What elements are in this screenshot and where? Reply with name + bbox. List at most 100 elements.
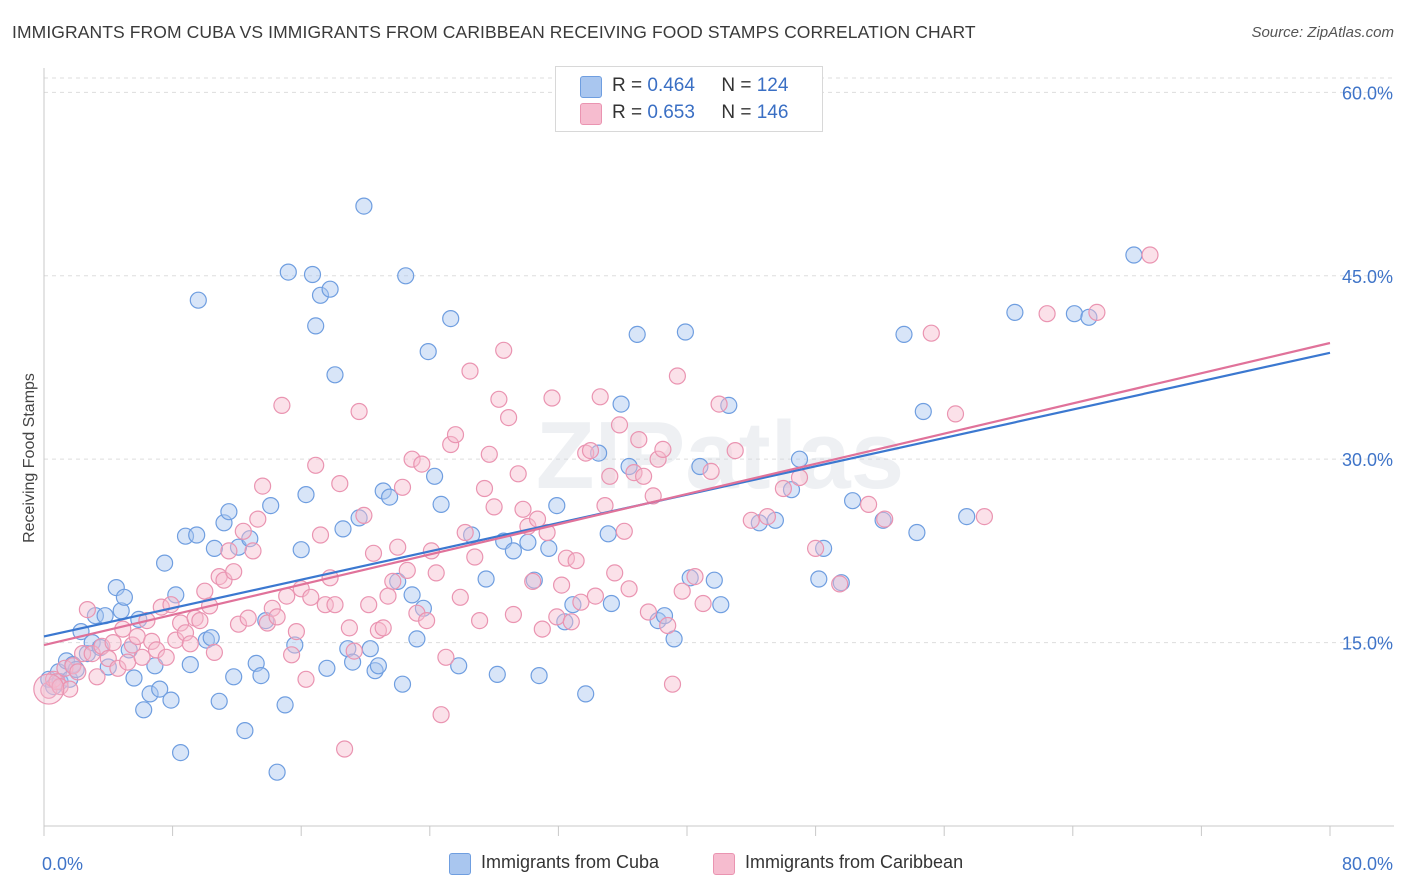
axes	[43, 68, 1394, 836]
caribbean-point	[639, 603, 658, 621]
cuba-point	[334, 520, 352, 538]
caribbean-point	[48, 673, 66, 691]
caribbean-point	[364, 544, 383, 562]
caribbean-point	[726, 442, 744, 460]
caribbean-point	[451, 588, 469, 606]
legend-swatch-cuba	[580, 76, 602, 98]
caribbean-point	[610, 416, 629, 434]
caribbean-point	[504, 605, 523, 624]
y-tick-label: 45.0%	[1342, 267, 1393, 287]
cuba-point	[393, 675, 412, 693]
caribbean-point	[1088, 303, 1106, 321]
chart-title: IMMIGRANTS FROM CUBA VS IMMIGRANTS FROM …	[12, 22, 976, 42]
cuba-point	[344, 653, 362, 671]
caribbean-point	[297, 670, 315, 688]
cuba-point	[151, 680, 169, 698]
cuba-point	[488, 665, 506, 684]
caribbean-point	[355, 506, 373, 525]
caribbean-point	[567, 552, 585, 570]
caribbean-point	[389, 538, 407, 556]
bottom-legend-cuba-label: Immigrants from Cuba	[481, 852, 660, 872]
caribbean-point	[1141, 246, 1159, 264]
cuba-point	[220, 503, 238, 521]
cuba-point	[432, 495, 450, 513]
cuba-point	[197, 631, 215, 649]
cuba-point	[530, 666, 548, 685]
caribbean-point	[606, 564, 624, 582]
cuba-point	[381, 488, 399, 506]
caribbean-point	[686, 567, 704, 586]
caribbean-point	[268, 608, 286, 626]
caribbean-point	[514, 500, 532, 518]
caribbean-point	[311, 526, 330, 544]
caribbean-point	[316, 596, 334, 614]
y-tick-label: 60.0%	[1342, 83, 1393, 103]
caribbean-point	[601, 467, 619, 485]
bottom-legend-caribbean-label: Immigrants from Caribbean	[745, 852, 964, 872]
caribbean-point	[302, 588, 320, 606]
cuba-point	[676, 323, 695, 341]
caribbean-point	[427, 564, 445, 582]
cuba-point	[303, 265, 322, 284]
bottom-swatch-caribbean	[713, 853, 735, 875]
caribbean-point	[557, 549, 576, 567]
cuba-point	[297, 486, 315, 504]
caribbean-point	[524, 572, 542, 591]
caribbean-point	[109, 659, 127, 677]
cuba-point	[691, 457, 709, 476]
caribbean-point	[128, 627, 146, 646]
cuba-point	[599, 525, 617, 543]
caribbean-point	[88, 668, 106, 686]
caribbean-point	[668, 367, 687, 385]
caribbean-point	[331, 475, 349, 493]
caribbean-point	[471, 611, 489, 630]
caribbean-point	[480, 445, 498, 463]
source-label: Source: ZipAtlas.com	[1251, 24, 1394, 41]
cuba-point	[215, 514, 233, 532]
cuba-point	[519, 533, 537, 551]
cuba-point	[705, 571, 723, 589]
cuba-point	[135, 701, 153, 719]
caribbean-point	[263, 599, 281, 617]
cuba-point	[612, 395, 630, 413]
cuba-point	[958, 507, 976, 526]
caribbean-point	[946, 405, 965, 423]
caribbean-point	[78, 600, 97, 619]
cuba-point	[156, 554, 174, 572]
caribbean-point	[446, 426, 465, 444]
cuba-point	[1065, 305, 1084, 323]
caribbean-point	[456, 523, 474, 542]
caribbean-point	[774, 479, 793, 498]
caribbean-point	[384, 572, 402, 591]
caribbean-point	[374, 619, 392, 637]
caribbean-point	[369, 621, 387, 640]
x-tick-label: 80.0%	[1342, 854, 1393, 874]
cuba-point	[125, 669, 143, 687]
cuba-point	[276, 696, 294, 714]
caribbean-point	[350, 402, 368, 421]
x-tick-label: 0.0%	[42, 854, 83, 874]
cuba-point	[311, 286, 330, 304]
caribbean-point	[442, 435, 460, 454]
legend-n-label: N =	[721, 75, 752, 96]
caribbean-trend-line	[43, 341, 1331, 647]
legend-r-label: R =	[612, 75, 643, 96]
caribbean-point	[398, 561, 416, 580]
cuba-point	[252, 666, 270, 685]
y-axis-title: Receiving Food Stamps	[21, 373, 38, 543]
caribbean-point	[104, 633, 122, 652]
caribbean-point	[393, 478, 412, 496]
cuba-point	[1125, 246, 1143, 264]
cuba-point	[188, 526, 206, 544]
caribbean-point	[336, 740, 354, 758]
caribbean-point	[500, 409, 518, 427]
cuba-point	[426, 467, 444, 485]
cuba-point	[914, 402, 932, 421]
caribbean-point	[278, 587, 296, 605]
caribbean-point	[548, 608, 566, 626]
tick-labels: 15.0% 30.0% 45.0% 60.0% 0.0% 80.0%	[42, 83, 1393, 874]
cuba-point	[810, 570, 828, 588]
caribbean-point	[694, 594, 712, 613]
caribbean-point	[413, 455, 431, 473]
caribbean-point	[742, 511, 760, 529]
